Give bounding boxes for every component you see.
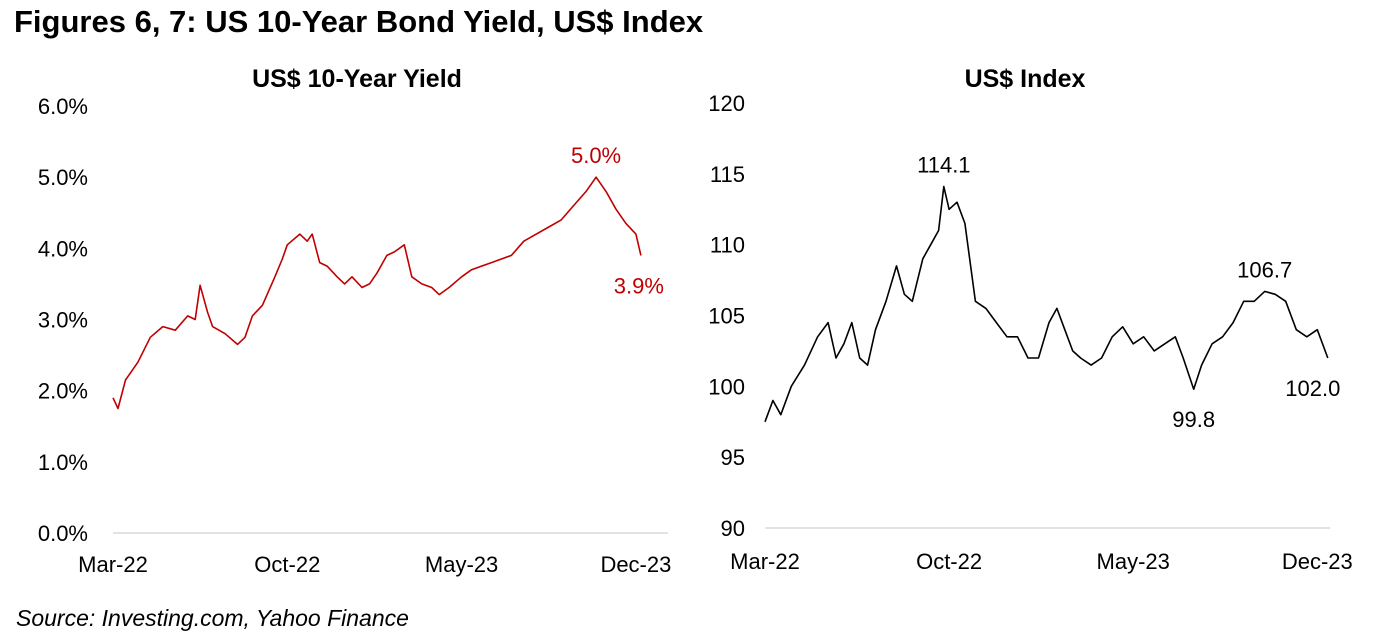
data-label: 114.1 <box>917 153 970 178</box>
data-label: 3.9% <box>614 273 664 298</box>
y-tick-label: 110 <box>710 233 745 258</box>
y-tick-label: 95 <box>721 445 745 470</box>
x-tick-label: Mar-22 <box>730 549 800 574</box>
chart-title-0: US$ 10-Year Yield <box>252 65 462 93</box>
source-note: Source: Investing.com, Yahoo Finance <box>16 605 409 631</box>
y-tick-label: 1.0% <box>38 450 88 475</box>
x-tick-label: Dec-23 <box>600 552 671 577</box>
data-label: 5.0% <box>571 143 621 168</box>
y-tick-label: 4.0% <box>38 236 88 261</box>
series-line-0 <box>112 176 642 410</box>
x-tick-label: Mar-22 <box>78 552 148 577</box>
figure-title: Figures 6, 7: US 10-Year Bond Yield, US$… <box>14 4 704 39</box>
y-tick-label: 100 <box>708 374 745 399</box>
y-tick-label: 90 <box>721 516 745 541</box>
series-line-1 <box>764 185 1329 423</box>
x-tick-label: Oct-22 <box>916 549 982 574</box>
x-tick-label: Dec-23 <box>1282 549 1353 574</box>
y-tick-label: 2.0% <box>38 379 88 404</box>
chart-title-1: US$ Index <box>965 65 1086 93</box>
x-tick-label: Oct-22 <box>254 552 320 577</box>
y-tick-label: 0.0% <box>38 521 88 546</box>
data-label: 99.8 <box>1172 407 1215 432</box>
y-tick-label: 115 <box>710 162 745 187</box>
data-label: 102.0 <box>1285 376 1340 401</box>
x-tick-label: May-23 <box>1097 549 1170 574</box>
data-label: 106.7 <box>1237 257 1292 282</box>
y-tick-label: 3.0% <box>38 308 88 333</box>
y-tick-label: 5.0% <box>38 165 88 190</box>
y-tick-label: 6.0% <box>38 94 88 119</box>
y-tick-label: 120 <box>708 91 745 116</box>
x-tick-label: May-23 <box>425 552 498 577</box>
y-tick-label: 105 <box>708 304 745 329</box>
